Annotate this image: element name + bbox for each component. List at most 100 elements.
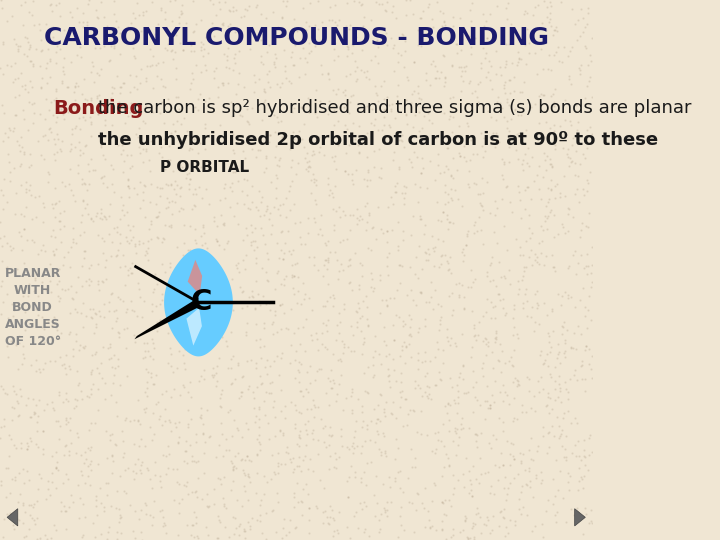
Point — [377, 296, 388, 305]
Point — [521, 24, 532, 33]
Point — [487, 511, 499, 520]
Point — [404, 0, 415, 4]
Point — [509, 105, 521, 114]
Point — [135, 528, 147, 536]
Point — [511, 414, 523, 423]
Point — [299, 53, 310, 62]
Point — [420, 322, 431, 330]
Point — [218, 245, 230, 253]
Point — [582, 3, 594, 12]
Point — [458, 483, 469, 491]
Point — [328, 515, 340, 524]
Point — [385, 193, 397, 201]
Point — [376, 33, 387, 42]
Point — [110, 316, 122, 325]
Point — [50, 245, 61, 254]
Point — [48, 249, 60, 258]
Point — [199, 260, 211, 269]
Point — [570, 147, 582, 156]
Point — [50, 212, 61, 221]
Point — [333, 275, 344, 284]
Point — [112, 251, 123, 259]
Point — [559, 116, 570, 125]
Point — [250, 259, 261, 267]
Point — [328, 221, 340, 230]
Point — [451, 425, 463, 434]
Point — [519, 205, 531, 213]
Point — [426, 118, 438, 127]
Point — [369, 512, 380, 521]
Point — [69, 305, 81, 313]
Point — [291, 299, 302, 307]
Point — [186, 69, 197, 78]
Point — [40, 20, 52, 29]
Point — [111, 441, 122, 450]
Point — [563, 205, 575, 214]
Point — [409, 377, 420, 386]
Point — [300, 165, 311, 173]
Point — [232, 359, 243, 367]
Point — [572, 171, 584, 180]
Point — [139, 118, 150, 127]
Point — [16, 159, 27, 168]
Point — [137, 536, 148, 540]
Point — [294, 427, 306, 435]
Point — [160, 451, 171, 460]
Point — [518, 78, 529, 86]
Point — [79, 448, 91, 456]
Point — [570, 190, 581, 198]
Point — [76, 533, 88, 540]
Point — [285, 53, 297, 62]
Point — [312, 230, 324, 239]
Point — [492, 289, 504, 298]
Point — [418, 504, 429, 512]
Point — [5, 337, 17, 346]
Point — [70, 329, 81, 338]
Point — [256, 529, 268, 538]
Point — [404, 263, 415, 272]
Point — [227, 306, 238, 315]
Point — [156, 184, 167, 192]
Point — [356, 350, 367, 359]
Point — [300, 154, 311, 163]
Point — [447, 437, 459, 445]
Point — [165, 361, 176, 370]
Point — [1, 464, 12, 472]
Point — [98, 277, 109, 286]
Point — [400, 395, 411, 403]
Point — [157, 234, 168, 242]
Point — [458, 153, 469, 161]
Point — [76, 467, 87, 476]
Point — [274, 371, 285, 380]
Point — [351, 75, 363, 83]
Point — [280, 531, 292, 539]
Point — [294, 233, 305, 241]
Point — [423, 516, 434, 524]
Point — [539, 260, 550, 269]
Point — [216, 430, 228, 438]
Point — [55, 237, 67, 246]
Point — [482, 178, 493, 186]
Point — [438, 346, 449, 354]
Point — [498, 514, 510, 522]
Point — [140, 364, 152, 373]
Point — [187, 28, 199, 36]
Point — [0, 129, 11, 138]
Point — [156, 152, 168, 161]
Point — [322, 173, 333, 182]
Point — [149, 29, 161, 38]
Point — [580, 346, 591, 355]
Point — [84, 460, 96, 469]
Point — [24, 413, 36, 422]
Point — [567, 4, 578, 13]
Point — [438, 9, 449, 17]
Point — [188, 27, 199, 36]
Point — [449, 427, 461, 435]
Point — [360, 501, 372, 510]
Point — [431, 525, 442, 534]
Point — [55, 507, 67, 515]
Point — [323, 519, 335, 528]
Point — [357, 296, 369, 305]
Point — [229, 374, 240, 383]
Point — [275, 280, 287, 288]
